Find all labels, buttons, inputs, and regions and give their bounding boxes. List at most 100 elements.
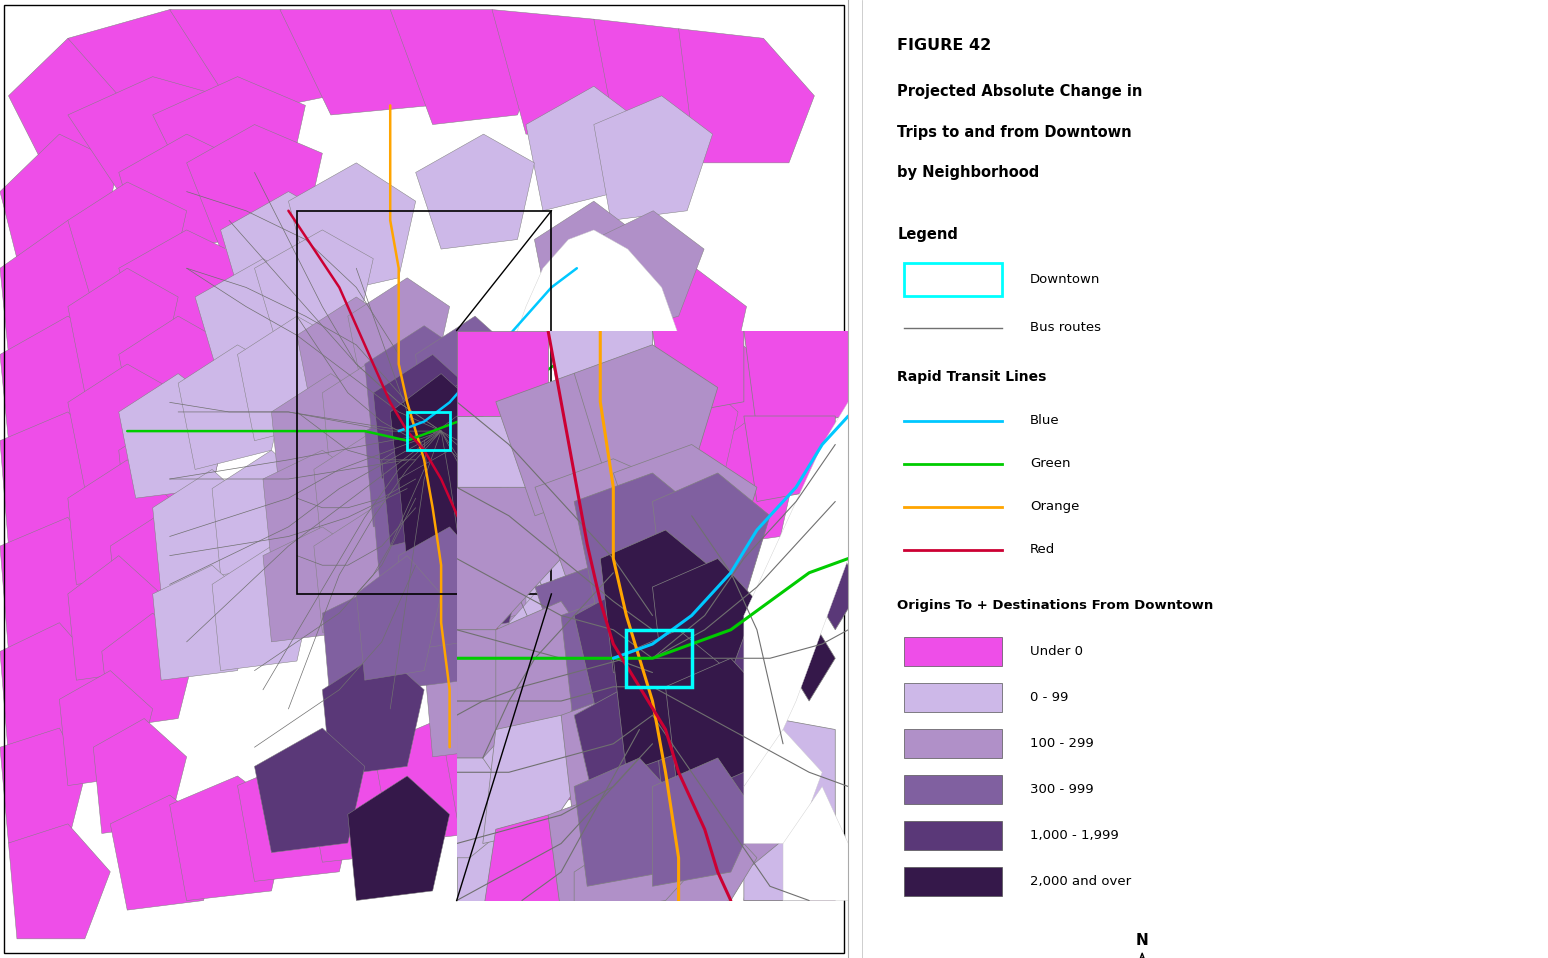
Polygon shape — [314, 508, 416, 632]
Polygon shape — [574, 673, 704, 830]
Polygon shape — [745, 331, 848, 787]
Polygon shape — [212, 450, 314, 575]
Bar — [904, 637, 1002, 666]
Polygon shape — [441, 699, 560, 824]
Polygon shape — [661, 479, 755, 604]
Polygon shape — [601, 530, 718, 673]
Text: Green: Green — [1031, 457, 1071, 470]
Polygon shape — [119, 230, 246, 354]
Polygon shape — [536, 559, 678, 701]
Polygon shape — [653, 673, 769, 830]
Polygon shape — [678, 29, 814, 163]
Text: 0 - 99: 0 - 99 — [1031, 691, 1068, 704]
Polygon shape — [110, 508, 212, 632]
Polygon shape — [93, 718, 187, 833]
Polygon shape — [526, 86, 644, 211]
Polygon shape — [509, 584, 577, 699]
Polygon shape — [237, 757, 356, 881]
Polygon shape — [457, 815, 536, 901]
Polygon shape — [399, 527, 483, 651]
Text: Downtown: Downtown — [1031, 273, 1101, 286]
Polygon shape — [613, 445, 757, 587]
Polygon shape — [0, 728, 85, 843]
Polygon shape — [757, 716, 836, 815]
Polygon shape — [745, 758, 822, 872]
Polygon shape — [644, 268, 746, 393]
Polygon shape — [187, 125, 322, 249]
Polygon shape — [653, 801, 757, 915]
Text: Rapid Transit Lines: Rapid Transit Lines — [898, 371, 1046, 384]
Polygon shape — [280, 10, 458, 115]
Polygon shape — [322, 354, 424, 479]
Polygon shape — [102, 613, 195, 728]
Polygon shape — [263, 450, 365, 565]
Polygon shape — [348, 278, 449, 402]
Polygon shape — [365, 402, 466, 527]
Polygon shape — [594, 96, 712, 220]
Polygon shape — [666, 658, 769, 801]
Polygon shape — [653, 473, 769, 616]
Polygon shape — [745, 801, 836, 901]
Polygon shape — [110, 795, 220, 910]
Polygon shape — [745, 416, 836, 502]
Polygon shape — [416, 316, 517, 450]
Polygon shape — [783, 787, 848, 901]
Polygon shape — [483, 230, 678, 546]
Polygon shape — [424, 402, 517, 527]
Polygon shape — [509, 680, 628, 805]
Polygon shape — [526, 536, 594, 651]
Polygon shape — [653, 758, 757, 886]
Polygon shape — [399, 450, 492, 565]
Bar — [407, 412, 449, 450]
Polygon shape — [170, 10, 356, 115]
Polygon shape — [373, 565, 475, 690]
Polygon shape — [783, 616, 836, 701]
Bar — [904, 821, 1002, 850]
Polygon shape — [548, 331, 653, 416]
Text: Projected Absolute Change in: Projected Absolute Change in — [898, 84, 1142, 100]
Polygon shape — [574, 830, 692, 915]
Polygon shape — [390, 374, 483, 489]
Polygon shape — [613, 544, 745, 687]
Text: 300 - 999: 300 - 999 — [1031, 783, 1094, 796]
Polygon shape — [653, 573, 769, 716]
Polygon shape — [220, 192, 339, 316]
Polygon shape — [288, 163, 416, 297]
Bar — [904, 775, 1002, 804]
Polygon shape — [548, 787, 666, 915]
Polygon shape — [305, 738, 424, 862]
Polygon shape — [457, 758, 522, 857]
Text: 1,000 - 1,999: 1,000 - 1,999 — [1031, 829, 1119, 842]
Polygon shape — [457, 730, 548, 815]
Polygon shape — [416, 374, 509, 498]
Polygon shape — [314, 431, 416, 556]
Text: Trips to and from Downtown: Trips to and from Downtown — [898, 125, 1132, 140]
Bar — [904, 683, 1002, 712]
Polygon shape — [237, 316, 348, 441]
Polygon shape — [560, 587, 678, 730]
Polygon shape — [153, 77, 305, 201]
Polygon shape — [373, 354, 475, 479]
Polygon shape — [619, 335, 670, 393]
Polygon shape — [8, 824, 110, 939]
Polygon shape — [483, 815, 587, 915]
Polygon shape — [8, 38, 136, 163]
Polygon shape — [119, 374, 229, 498]
Bar — [904, 263, 1002, 296]
Polygon shape — [0, 220, 119, 354]
Polygon shape — [365, 326, 466, 450]
Polygon shape — [695, 422, 797, 546]
Polygon shape — [457, 629, 536, 758]
Polygon shape — [68, 77, 220, 192]
Polygon shape — [119, 412, 220, 536]
Text: Bus routes: Bus routes — [1031, 321, 1101, 334]
Bar — [904, 729, 1002, 758]
Polygon shape — [574, 473, 704, 629]
Text: by Neighborhood: by Neighborhood — [898, 165, 1040, 180]
Polygon shape — [348, 776, 449, 901]
Polygon shape — [263, 527, 365, 642]
Polygon shape — [594, 393, 644, 450]
Polygon shape — [68, 10, 254, 115]
Polygon shape — [613, 629, 731, 772]
Polygon shape — [271, 374, 373, 498]
